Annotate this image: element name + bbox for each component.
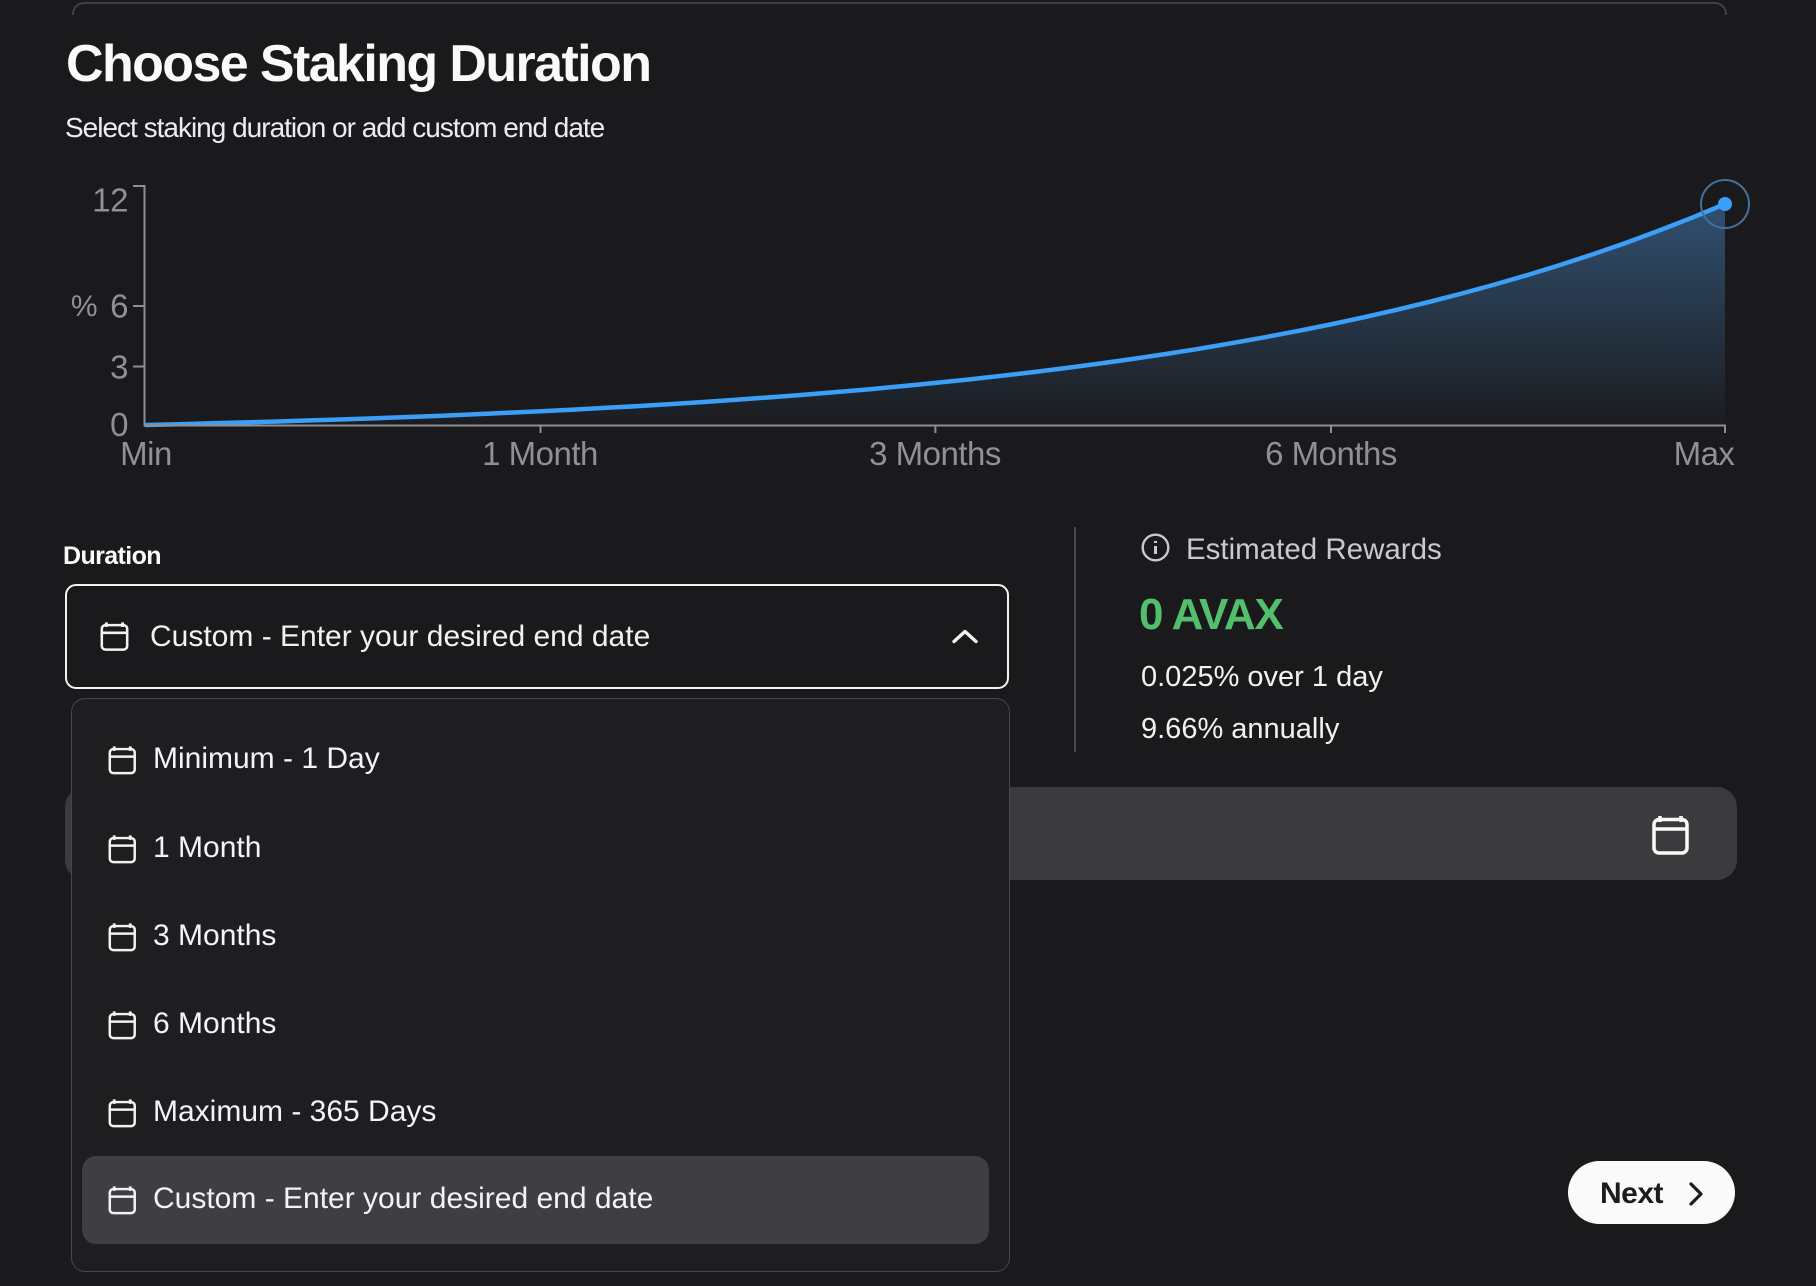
svg-text:1 Month: 1 Month xyxy=(482,435,598,472)
svg-text:Min: Min xyxy=(120,435,172,472)
svg-text:%: % xyxy=(71,290,97,323)
svg-text:6: 6 xyxy=(110,288,128,325)
svg-text:Max: Max xyxy=(1674,435,1736,472)
svg-text:6 Months: 6 Months xyxy=(1265,435,1397,472)
svg-text:3 Months: 3 Months xyxy=(869,435,1001,472)
svg-text:3: 3 xyxy=(110,349,128,386)
svg-text:0: 0 xyxy=(110,406,128,443)
svg-text:12: 12 xyxy=(92,182,128,219)
